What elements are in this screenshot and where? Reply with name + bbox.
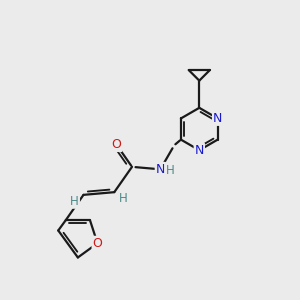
Text: O: O	[112, 138, 121, 151]
Text: N: N	[195, 144, 204, 157]
Text: N: N	[213, 112, 222, 125]
Text: H: H	[165, 164, 174, 177]
Text: O: O	[92, 237, 102, 250]
Text: H: H	[70, 195, 79, 208]
Text: H: H	[119, 192, 128, 205]
Text: N: N	[156, 163, 165, 176]
